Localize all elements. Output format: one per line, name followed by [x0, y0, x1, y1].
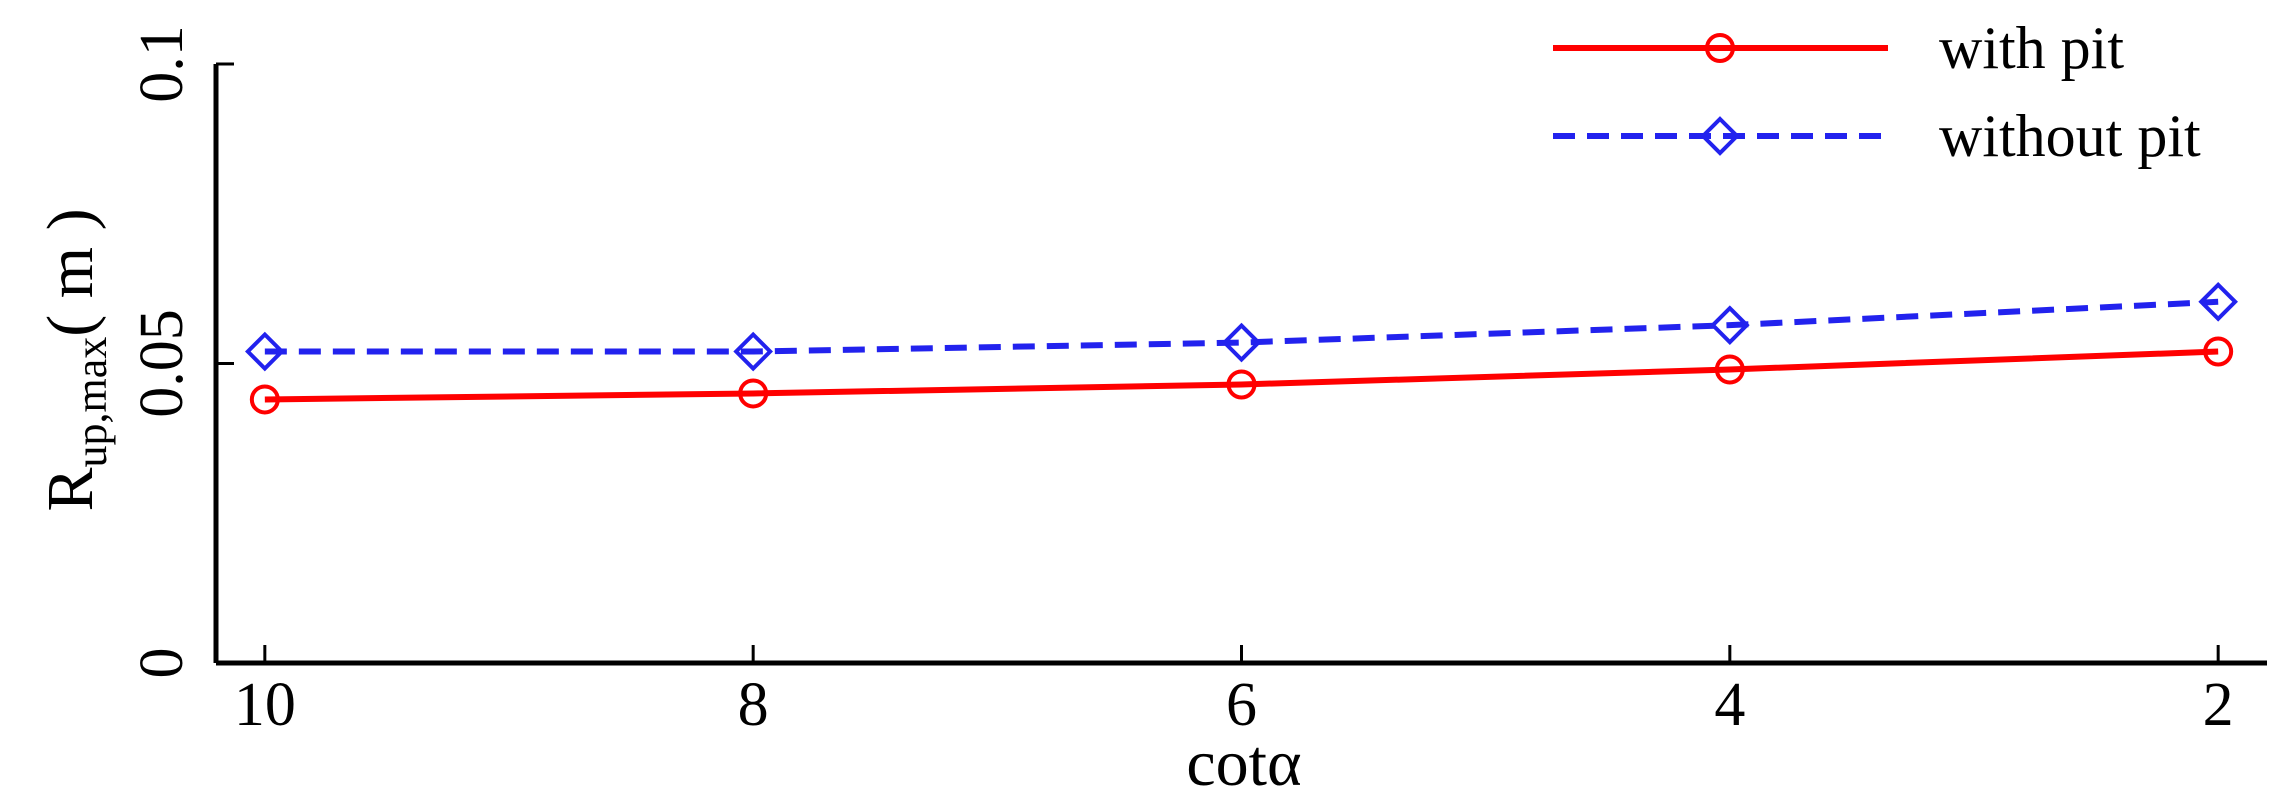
data-line — [264, 298, 2219, 355]
x-tick-label: 8 — [738, 671, 769, 739]
marker — [1714, 354, 1745, 385]
y-axis-label: Rup,max( m ) — [34, 208, 116, 511]
marker — [1221, 322, 1262, 363]
y-tick-label: 0.1 — [128, 25, 196, 103]
y-tick-label: 0 — [128, 648, 196, 679]
marker — [733, 331, 773, 372]
legend-marker — [1705, 33, 1735, 63]
marker — [1226, 369, 1257, 400]
y-tick-label: 0.05 — [128, 309, 196, 418]
x-tick-label: 10 — [234, 671, 296, 739]
x-axis-label: cotα — [1186, 727, 1301, 800]
x-tick-label: 2 — [2203, 671, 2234, 739]
legend-label: without pit — [1939, 103, 2201, 169]
y-axis-label-main: R — [34, 468, 107, 512]
x-tick-label: 6 — [1226, 671, 1257, 739]
marker — [249, 384, 280, 415]
y-axis-label-unit: ( m ) — [34, 208, 107, 336]
legend-marker — [1700, 116, 1740, 156]
marker — [738, 378, 769, 409]
legend-label: with pit — [1939, 15, 2124, 81]
y-axis-label-sub: up,max — [67, 337, 116, 468]
x-tick-label: 4 — [1714, 671, 1745, 739]
marker — [2198, 281, 2238, 322]
marker — [245, 331, 285, 372]
data-line — [264, 348, 2219, 403]
marker — [1710, 305, 1750, 345]
marker — [2203, 336, 2234, 367]
